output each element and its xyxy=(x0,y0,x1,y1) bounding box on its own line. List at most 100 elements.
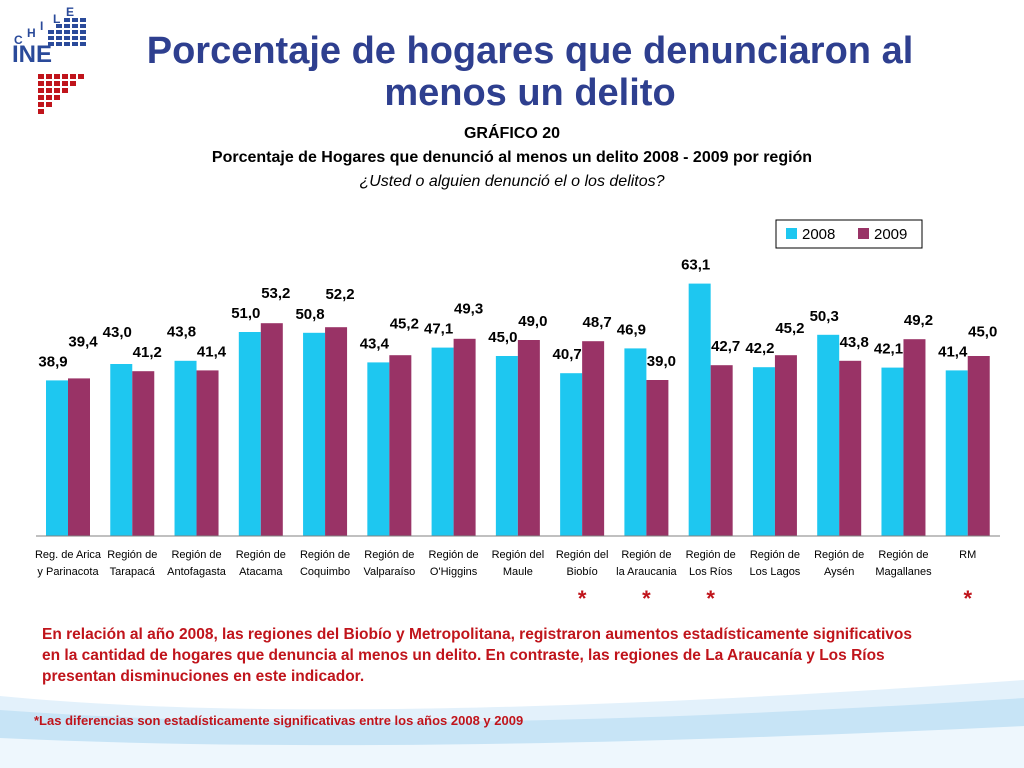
bar-2008 xyxy=(752,367,775,536)
data-label-2008: 41,4 xyxy=(938,343,968,360)
logo-pixel xyxy=(80,24,86,28)
category-label: RM xyxy=(959,549,976,561)
logo-pixel xyxy=(38,81,44,86)
logo-pixel xyxy=(46,88,52,93)
logo-pixel xyxy=(48,36,54,40)
category-label: Región de xyxy=(814,549,864,561)
bar-2008 xyxy=(431,347,454,536)
category-label: Región de xyxy=(236,549,286,561)
category-label: Región del xyxy=(556,549,609,561)
logo-pixel xyxy=(46,74,52,79)
logo-pixel xyxy=(56,42,62,46)
data-label-2009: 43,8 xyxy=(840,334,869,351)
legend-label: 2009 xyxy=(874,226,907,243)
bar-2008 xyxy=(817,334,840,536)
data-label-2009: 48,7 xyxy=(583,314,612,331)
category-label: Región de xyxy=(107,549,157,561)
logo-pixel xyxy=(38,109,44,114)
category-label: y Parinacota xyxy=(37,566,99,578)
logo-pixel xyxy=(56,36,62,40)
logo-pixel xyxy=(70,74,76,79)
logo-pixel xyxy=(38,95,44,100)
data-label-2009: 41,2 xyxy=(133,344,162,361)
logo-country-letter: I xyxy=(40,19,43,33)
category-label: la Araucania xyxy=(616,566,677,578)
category-label: Región de xyxy=(171,549,221,561)
logo-pixel xyxy=(38,102,44,107)
category-label: Región de xyxy=(364,549,414,561)
logo-pixel xyxy=(62,88,68,93)
logo-pixel xyxy=(54,88,60,93)
logo-text: INE xyxy=(12,41,52,68)
bar-2008 xyxy=(624,348,647,536)
logo-pixel xyxy=(80,42,86,46)
bar-2008 xyxy=(495,356,518,536)
significance-marker: * xyxy=(706,586,715,611)
chart-number: GRÁFICO 20 xyxy=(463,125,560,142)
data-label-2008: 43,0 xyxy=(103,324,132,341)
logo-pixel xyxy=(46,81,52,86)
analysis-note: En relación al año 2008, las regiones de… xyxy=(42,626,912,685)
category-label: Región de xyxy=(686,549,736,561)
bar-2009 xyxy=(260,323,283,536)
bar-2009 xyxy=(774,355,797,536)
category-label: Aysén xyxy=(824,566,854,578)
category-label: Atacama xyxy=(239,566,283,578)
bar-2008 xyxy=(303,332,326,536)
logo-pixel xyxy=(48,30,54,34)
category-label: Coquimbo xyxy=(300,566,350,578)
bar-2009 xyxy=(517,340,540,536)
category-label: Región de xyxy=(300,549,350,561)
bar-2008 xyxy=(110,364,133,536)
logo-pixel xyxy=(72,30,78,34)
logo-pixel xyxy=(62,81,68,86)
logo-pixel xyxy=(72,42,78,46)
bar-2008 xyxy=(367,362,390,536)
logo-pixel xyxy=(64,42,70,46)
logo-pixel xyxy=(72,36,78,40)
category-label: Antofagasta xyxy=(167,566,227,578)
bar-2008 xyxy=(46,380,68,536)
bar-2009 xyxy=(132,371,155,536)
category-label: Región de xyxy=(750,549,800,561)
category-label: Reg. de Arica xyxy=(35,549,102,561)
data-label-2009: 49,2 xyxy=(904,312,933,329)
category-label: Región de xyxy=(429,549,479,561)
category-label: O'Higgins xyxy=(430,566,478,578)
logo-pixel xyxy=(54,81,60,86)
logo-pixel xyxy=(56,24,62,28)
data-label-2009: 52,2 xyxy=(325,286,354,303)
data-label-2008: 43,4 xyxy=(360,335,390,352)
data-label-2008: 45,0 xyxy=(488,329,517,346)
data-label-2009: 39,4 xyxy=(68,333,98,350)
data-label-2008: 50,8 xyxy=(295,306,324,323)
category-label: Los Ríos xyxy=(689,566,733,578)
category-label: Región de xyxy=(621,549,671,561)
data-label-2009: 45,2 xyxy=(390,315,419,332)
data-label-2009: 39,0 xyxy=(647,353,676,370)
bar-2009 xyxy=(389,355,412,536)
category-label: Región del xyxy=(492,549,545,561)
bar-2009 xyxy=(453,338,476,536)
significance-marker: * xyxy=(578,586,587,611)
bar-2008 xyxy=(174,360,197,536)
category-label: Biobío xyxy=(567,566,598,578)
logo-pixel xyxy=(80,30,86,34)
logo-pixel xyxy=(80,36,86,40)
bar-2009 xyxy=(325,327,348,536)
bar-2009 xyxy=(582,341,605,536)
logo-pixel xyxy=(72,24,78,28)
data-label-2009: 41,4 xyxy=(197,343,227,360)
category-label: Los Lagos xyxy=(750,566,801,578)
bar-2009 xyxy=(196,370,219,536)
bar-2008 xyxy=(881,367,904,536)
decorative-wave xyxy=(0,680,1024,768)
data-label-2008: 50,3 xyxy=(810,308,839,325)
legend-swatch xyxy=(786,228,797,239)
data-label-2009: 49,3 xyxy=(454,301,483,318)
bar-2008 xyxy=(238,332,261,536)
logo-pixel xyxy=(54,95,60,100)
page-title: Porcentaje de hogares que denunciaron al… xyxy=(146,30,914,114)
